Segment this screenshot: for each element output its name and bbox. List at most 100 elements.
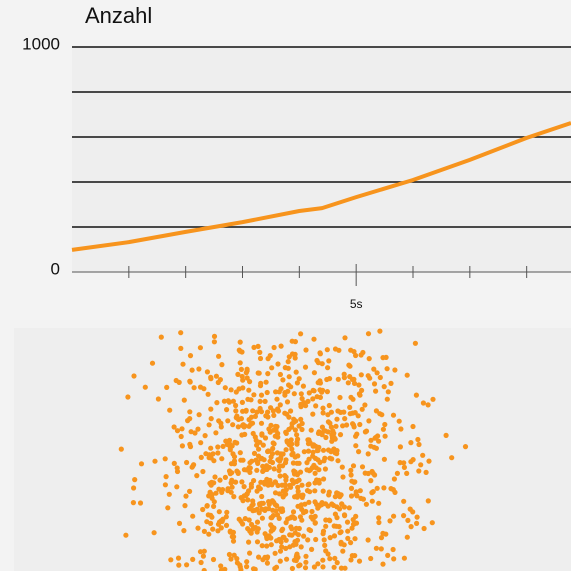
particle xyxy=(353,443,359,449)
particle xyxy=(300,383,306,389)
particle xyxy=(274,512,281,518)
particle xyxy=(325,447,332,453)
particle xyxy=(226,399,232,405)
particle xyxy=(327,376,333,382)
particle xyxy=(283,447,289,453)
particle xyxy=(208,406,214,412)
particle xyxy=(336,347,342,353)
particle xyxy=(275,361,281,367)
particle xyxy=(313,536,319,543)
particle xyxy=(301,449,307,455)
particle xyxy=(196,412,202,418)
particle xyxy=(246,539,252,545)
particle xyxy=(273,389,279,395)
particle xyxy=(258,479,264,485)
particle xyxy=(227,447,233,453)
particle xyxy=(408,440,414,446)
particle xyxy=(277,558,283,564)
particle xyxy=(294,537,301,543)
particle xyxy=(285,359,291,365)
particle xyxy=(257,355,264,362)
particle xyxy=(345,528,351,534)
particle xyxy=(368,555,374,562)
particle xyxy=(238,457,244,463)
particle xyxy=(283,430,289,436)
particle xyxy=(289,565,295,571)
particle xyxy=(181,528,187,534)
particle xyxy=(305,398,311,404)
particle xyxy=(425,402,431,408)
particle xyxy=(254,409,260,415)
particle xyxy=(379,412,385,418)
particle xyxy=(320,531,326,537)
particle xyxy=(298,502,304,508)
particle xyxy=(259,455,265,461)
particle xyxy=(284,399,291,405)
particle xyxy=(381,384,387,390)
particle xyxy=(322,466,328,472)
y-tick-label: 0 xyxy=(51,259,60,278)
particle xyxy=(280,493,286,499)
particle xyxy=(262,466,268,473)
particle xyxy=(246,387,252,393)
particle xyxy=(340,423,346,429)
particle xyxy=(345,380,351,386)
particle xyxy=(138,461,145,467)
particle xyxy=(293,418,299,424)
particle xyxy=(384,396,390,402)
particle xyxy=(352,536,358,542)
particle xyxy=(320,447,327,453)
particle xyxy=(248,397,254,403)
particle xyxy=(416,468,422,474)
particle xyxy=(348,557,354,563)
particle xyxy=(275,408,282,414)
particle xyxy=(295,436,301,442)
particle xyxy=(213,373,219,379)
particle xyxy=(208,445,214,451)
particle xyxy=(296,460,302,466)
particle xyxy=(321,458,327,464)
particle xyxy=(257,349,263,355)
particle xyxy=(269,515,275,521)
particle xyxy=(299,426,305,433)
particle xyxy=(340,474,346,480)
particle xyxy=(268,481,274,487)
particle xyxy=(207,489,213,495)
particle xyxy=(348,485,355,491)
particle xyxy=(299,396,305,402)
particle xyxy=(365,537,371,543)
particle xyxy=(244,559,250,565)
particle xyxy=(240,377,246,383)
particle xyxy=(365,373,371,379)
particle xyxy=(252,413,258,419)
particle xyxy=(223,522,230,529)
particle xyxy=(333,423,339,429)
particle xyxy=(348,540,354,546)
particle xyxy=(218,424,224,430)
particle xyxy=(237,339,243,345)
particle xyxy=(234,556,240,562)
particle xyxy=(239,479,245,485)
particle xyxy=(302,364,309,370)
particle xyxy=(380,561,386,567)
particle xyxy=(197,345,203,351)
particle xyxy=(297,514,303,520)
particle xyxy=(292,515,298,521)
particle xyxy=(210,556,217,563)
particle xyxy=(262,435,269,441)
particle xyxy=(277,371,283,378)
particle xyxy=(176,379,182,385)
particle xyxy=(251,392,257,398)
particle xyxy=(337,394,343,401)
particle xyxy=(346,505,352,511)
particle xyxy=(278,539,284,545)
particle xyxy=(347,404,353,410)
particle xyxy=(311,370,317,376)
particle xyxy=(271,344,277,351)
particle xyxy=(404,534,410,540)
particle xyxy=(277,473,283,479)
particle xyxy=(287,515,293,521)
particle xyxy=(287,532,293,538)
particle xyxy=(359,406,365,412)
particle xyxy=(255,526,261,532)
